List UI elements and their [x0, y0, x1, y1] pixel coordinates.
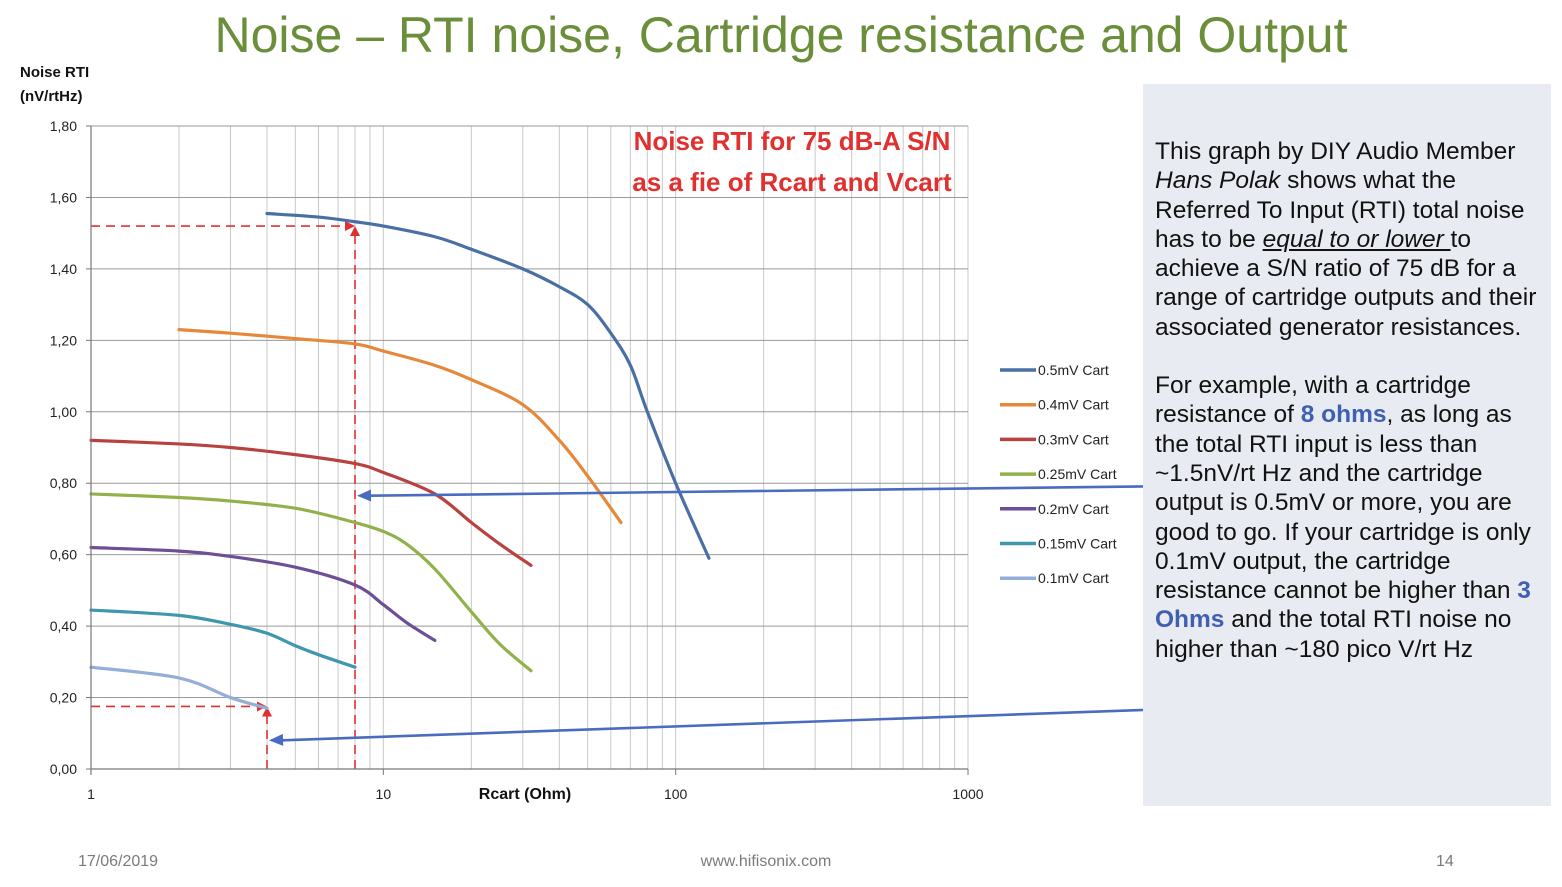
chart-legend: 0.5mV Cart 0.4mV Cart 0.3mV Cart 0.25mV Car…	[1000, 362, 1117, 586]
y-tick-label: 0,40	[50, 618, 77, 634]
y-axis-label-line2: (nV/rtHz)	[20, 88, 83, 105]
y-tick-label: 0,60	[50, 547, 77, 563]
footer-date: 17/06/2019	[78, 853, 159, 870]
red-arrowhead	[262, 706, 273, 717]
author-name: Hans Polak	[1155, 167, 1281, 195]
series-line-0-25mv-cart	[89, 492, 533, 673]
y-tick-label: 1,00	[50, 404, 77, 420]
legend-entry: 0.5mV Cart	[1038, 362, 1109, 378]
x-tick-label: 1000	[952, 786, 983, 802]
chart-title-line2: as a fie of Rcart and Vcart	[632, 167, 952, 197]
series-line-0-2mv-cart	[89, 545, 437, 642]
legend-entry: 0.1mV Cart	[1038, 570, 1109, 586]
y-tick-label: 1,80	[50, 118, 77, 134]
chart-series	[89, 211, 711, 710]
legend-entry: 0.2mV Cart	[1038, 501, 1109, 517]
y-tick-label: 0,00	[50, 761, 77, 777]
page-number: 14	[1436, 853, 1454, 870]
legend-entry: 0.25mV Cart	[1038, 466, 1117, 482]
y-tick-label: 1,20	[50, 332, 77, 348]
slide-title: Noise – RTI noise, Cartridge resistance …	[214, 7, 1348, 63]
x-tick-label: 1	[87, 786, 95, 802]
chart-grid	[90, 125, 969, 770]
chart-axes: 0,00 0,20 0,40 0,60 0,80 1,00 1,20 1,40 1,60 1,80…	[50, 118, 984, 802]
y-tick-label: 1,60	[50, 189, 77, 205]
chart-title-line1: Noise RTI for 75 dB-A S/N	[634, 126, 951, 156]
emphasis-equal-or-lower: equal to or lower	[1262, 225, 1451, 253]
dashed-guides	[91, 221, 361, 769]
highlight-3-ohms: 3 Ohms	[1155, 577, 1531, 634]
description-text: This graph by DIY Audio Member Hans Pola…	[1155, 137, 1545, 693]
x-tick-label: 10	[376, 786, 392, 802]
series-line-0-3mv-cart	[89, 438, 533, 567]
description-paragraph-1: This graph by DIY Audio Member Hans Pola…	[1155, 138, 1537, 341]
description-paragraph-2: For example, with a cartridge resistance…	[1155, 372, 1531, 663]
x-tick-label: 100	[664, 786, 688, 802]
series-line-0-5mv-cart	[265, 211, 711, 560]
y-tick-label: 1,40	[50, 261, 77, 277]
legend-entry: 0.4mV Cart	[1038, 397, 1109, 413]
x-axis-label: Rcart (Ohm)	[479, 786, 571, 803]
red-arrowhead	[350, 226, 361, 237]
series-line-0-4mv-cart	[177, 328, 623, 525]
blue-arrowhead	[269, 733, 284, 746]
legend-entry: 0.15mV Cart	[1038, 536, 1117, 552]
series-line-0-15mv-cart	[89, 608, 357, 669]
highlight-8-ohms: 8 ohms	[1300, 401, 1387, 429]
blue-arrowhead	[357, 489, 372, 502]
y-axis-label-line1: Noise RTI	[20, 64, 89, 81]
footer-url: www.hifisonix.com	[700, 853, 832, 870]
description-panel	[1143, 84, 1551, 806]
y-tick-label: 0,20	[50, 690, 77, 706]
red-arrowhead	[345, 221, 356, 232]
legend-entry: 0.3mV Cart	[1038, 431, 1109, 447]
y-tick-label: 0,80	[50, 475, 77, 491]
series-line-0-1mv-cart	[89, 665, 269, 710]
